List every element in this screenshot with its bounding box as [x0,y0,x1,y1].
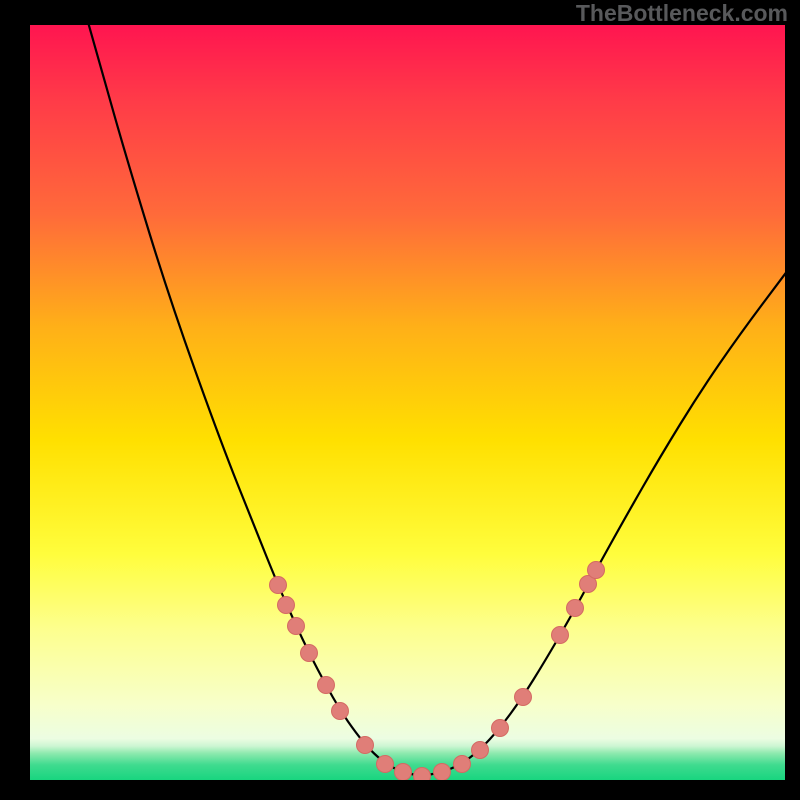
curve-marker [453,755,471,773]
curve-marker [491,719,509,737]
plot-area [30,25,785,780]
chart-container: TheBottleneck.com [0,0,800,800]
curve-marker [376,755,394,773]
curve-marker [514,688,532,706]
curve-layer [30,25,785,780]
curve-marker [331,702,349,720]
bottleneck-curve [86,25,785,775]
curve-marker [287,617,305,635]
curve-marker [566,599,584,617]
curve-marker [471,741,489,759]
curve-marker [394,763,412,780]
curve-marker [277,596,295,614]
watermark-text: TheBottleneck.com [576,0,788,27]
curve-marker [317,676,335,694]
curve-marker [300,644,318,662]
curve-marker [356,736,374,754]
curve-marker [551,626,569,644]
curve-marker [587,561,605,579]
curve-marker [269,576,287,594]
curve-marker [413,767,431,780]
curve-marker [433,763,451,780]
